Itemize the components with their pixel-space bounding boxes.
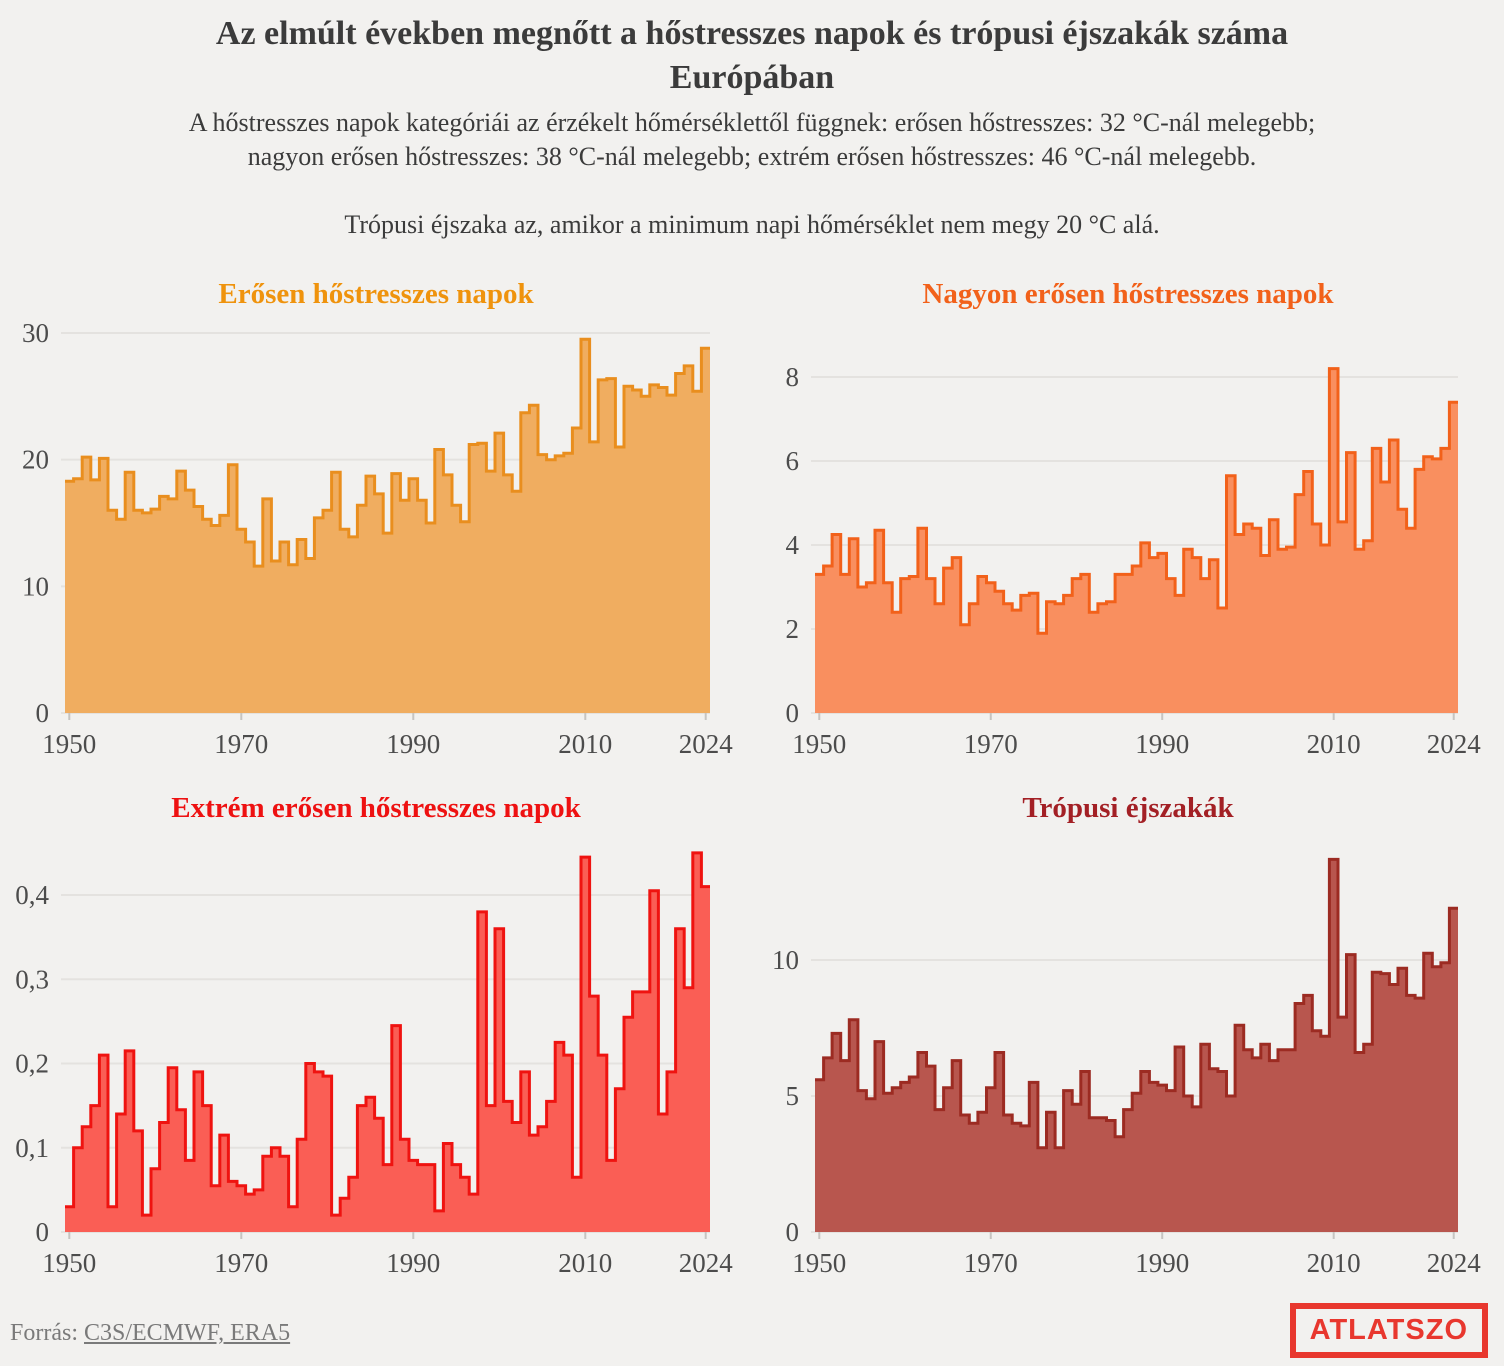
y-axis-label: 0 bbox=[786, 1217, 800, 1247]
x-axis-label: 2024 bbox=[679, 1248, 734, 1278]
y-axis-label: 20 bbox=[22, 445, 49, 475]
x-axis-label: 2024 bbox=[679, 729, 734, 759]
x-axis-label: 1990 bbox=[1135, 729, 1189, 759]
y-axis-label: 0 bbox=[36, 1217, 50, 1247]
x-axis-label: 1970 bbox=[214, 729, 268, 759]
x-axis-label: 1970 bbox=[214, 1248, 268, 1278]
atlatszo-logo[interactable]: ATLATSZO bbox=[1289, 1303, 1488, 1358]
x-axis-label: 2024 bbox=[1427, 1248, 1482, 1278]
chart-strong-heat-stress-days: 0 10 20 30 1950 1970 1990 2010 2024 bbox=[22, 318, 734, 759]
source-link[interactable]: C3S/ECMWF, ERA5 bbox=[84, 1320, 291, 1346]
y-axis-label: 0,1 bbox=[15, 1133, 49, 1163]
x-axis-label: 1950 bbox=[42, 1248, 96, 1278]
x-axis-label: 1990 bbox=[1135, 1248, 1189, 1278]
y-axis-label: 8 bbox=[786, 362, 800, 392]
x-axis-label: 1950 bbox=[792, 729, 846, 759]
page-title: Az elmúlt években megnőtt a hőstresszes … bbox=[215, 15, 1289, 96]
area-outline bbox=[815, 367, 1458, 635]
y-axis-label: 30 bbox=[22, 318, 49, 348]
chart-title-tropical-nights: Trópusi éjszakák bbox=[1022, 792, 1234, 824]
area-fill bbox=[65, 339, 710, 713]
chart-tropical-nights: 0 5 10 1950 1970 1990 2010 2024 bbox=[772, 857, 1482, 1278]
x-axis-label: 2010 bbox=[1307, 729, 1361, 759]
y-axis-label: 0,3 bbox=[15, 964, 49, 994]
x-axis-label: 1950 bbox=[42, 729, 96, 759]
chart-very-strong-heat-stress-days: 0 2 4 6 8 1950 1970 1990 2010 2024 bbox=[786, 362, 1482, 759]
area-fill bbox=[65, 852, 710, 1232]
y-axis-label: 0 bbox=[786, 698, 800, 728]
source-label: Forrás: bbox=[10, 1320, 84, 1346]
y-axis-label: 6 bbox=[786, 446, 800, 476]
y-axis-label: 4 bbox=[786, 530, 800, 560]
area-fill bbox=[815, 859, 1458, 1232]
y-axis-label: 0 bbox=[36, 698, 50, 728]
chart-title-very-strong-heat-stress: Nagyon erősen hőstresszes napok bbox=[922, 278, 1334, 310]
x-axis-label: 1970 bbox=[964, 729, 1018, 759]
y-axis-label: 10 bbox=[22, 571, 49, 601]
subtitle-definition-tropical-night: Trópusi éjszaka az, amikor a minimum nap… bbox=[344, 210, 1160, 239]
x-axis-label: 1950 bbox=[792, 1248, 846, 1278]
chart-extreme-heat-stress-days: 0 0,1 0,2 0,3 0,4 1950 1970 1990 2010 2024 bbox=[15, 851, 734, 1278]
area-outline bbox=[65, 337, 710, 568]
y-axis-label: 0,4 bbox=[15, 880, 49, 910]
y-axis-label: 0,2 bbox=[15, 1049, 49, 1079]
y-axis-label: 2 bbox=[786, 614, 800, 644]
area-outline bbox=[815, 857, 1458, 1150]
x-axis-label: 1970 bbox=[964, 1248, 1018, 1278]
chart-title-extreme-heat-stress: Extrém erősen hőstresszes napok bbox=[171, 792, 581, 824]
x-axis-label: 1990 bbox=[386, 729, 440, 759]
chart-title-strong-heat-stress: Erősen hőstresszes napok bbox=[218, 278, 534, 310]
subtitle-definition-heat-stress: A hőstresszes napok kategóriái az érzéke… bbox=[188, 108, 1316, 171]
x-axis-label: 2010 bbox=[558, 729, 612, 759]
area-outline bbox=[65, 851, 710, 1217]
y-axis-label: 10 bbox=[772, 945, 799, 975]
y-axis-label: 5 bbox=[786, 1081, 800, 1111]
area-fill bbox=[815, 368, 1458, 713]
x-axis-label: 2024 bbox=[1427, 729, 1482, 759]
source-line: Forrás: C3S/ECMWF, ERA5 bbox=[10, 1320, 290, 1347]
x-axis-label: 2010 bbox=[558, 1248, 612, 1278]
x-axis-label: 2010 bbox=[1307, 1248, 1361, 1278]
x-axis-label: 1990 bbox=[386, 1248, 440, 1278]
